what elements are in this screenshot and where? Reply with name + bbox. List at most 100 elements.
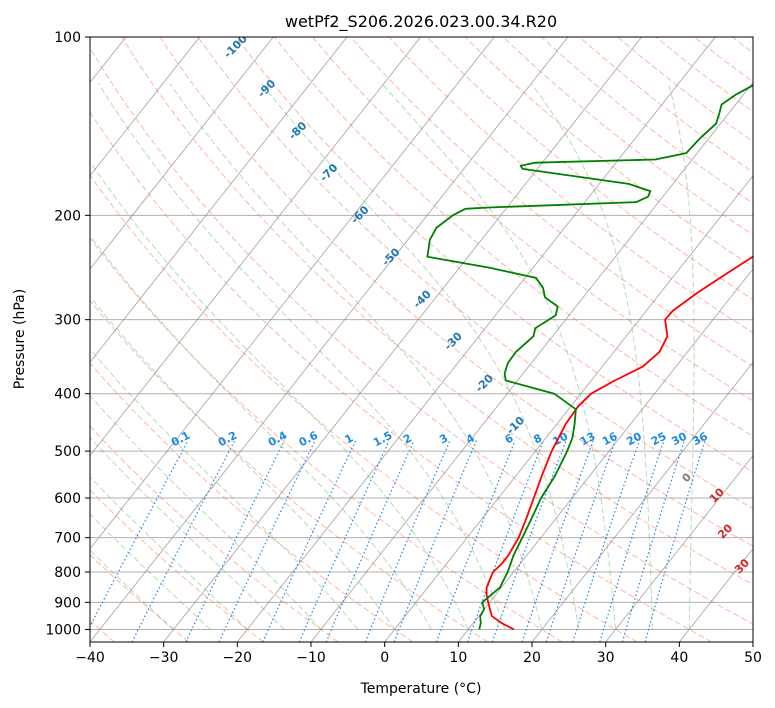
dry-adiabat-line: [426, 37, 753, 301]
dry-adiabat-line: [312, 37, 753, 402]
moist-adiabat-line: [98, 83, 506, 630]
y-tick-label: 900: [54, 595, 81, 611]
y-tick-label: 800: [54, 565, 81, 581]
mixing-ratio-label: 1: [343, 431, 356, 446]
mixing-ratio-label: 2: [401, 431, 414, 446]
plot-frame: [89, 36, 754, 643]
mixing-ratio-line: [491, 440, 567, 642]
y-tick-label: 1000: [45, 622, 81, 638]
isotherm-line: [90, 37, 200, 177]
dry-adiabat-line: [197, 37, 753, 510]
moist-adiabat-line: [90, 394, 322, 630]
isotherm-line: [310, 81, 753, 642]
dry-adiabat-label: 10: [707, 485, 727, 505]
isotherm-line: [384, 175, 753, 642]
isotherm-line: [531, 361, 753, 642]
dry-adiabat-line: [235, 37, 753, 473]
moist-adiabat-line: [668, 83, 695, 630]
dry-adiabat-line: [90, 489, 264, 642]
mixing-ratio-line: [621, 440, 685, 642]
moist-adiabat-label: -30: [442, 329, 465, 352]
y-tick-label: 600: [54, 491, 81, 507]
mixing-ratio-line: [131, 440, 236, 642]
x-tick-label: 30: [597, 650, 615, 666]
dry-adiabat-line: [388, 37, 753, 334]
isotherm-line: [90, 37, 274, 270]
dry-adiabat-line: [121, 37, 753, 586]
mixing-ratio-line: [466, 440, 545, 642]
moist-adiabat-line: [90, 436, 285, 630]
dry-adiabat-label: 20: [715, 521, 735, 541]
moist-adiabat-line: [90, 476, 248, 630]
chart-title: wetPf2_S206.2026.023.00.34.R20: [285, 12, 557, 32]
dry-adiabat-line: [159, 37, 753, 547]
moist-adiabat-line: [169, 83, 543, 630]
moist-adiabat-label: -90: [255, 77, 278, 100]
temperature-profile-line: [485, 255, 753, 631]
isotherm-line: [90, 37, 569, 642]
mixing-ratio-line: [185, 440, 285, 642]
y-tick-label: 500: [54, 444, 81, 460]
x-tick-label: −10: [296, 650, 326, 666]
isotherm-line: [90, 37, 348, 363]
moist-adiabat-label: -70: [317, 161, 340, 184]
mixing-ratio-label: 0.4: [266, 429, 290, 450]
isotherm-line: [163, 37, 642, 642]
dry-adiabat-line: [90, 362, 414, 642]
moist-adiabat-label: -100: [221, 32, 250, 61]
dry-adiabat-line: [273, 37, 753, 437]
mixing-ratio-label: 3: [437, 431, 450, 446]
y-tick-label: 700: [54, 531, 81, 547]
y-tick-label: 200: [54, 208, 81, 224]
y-axis-label: Pressure (hPa): [12, 289, 28, 389]
dry-adiabat-line: [90, 111, 712, 642]
moist-adiabat-label: -20: [473, 372, 496, 395]
dry-adiabat-line: [90, 174, 638, 642]
dewpoint-profile-line: [426, 84, 753, 630]
isotherm-line: [90, 37, 421, 457]
x-tick-label: 10: [449, 650, 467, 666]
mixing-ratio-line: [521, 440, 594, 642]
mixing-ratio-line: [599, 440, 665, 642]
y-axis: 1000 900 800 700 600 500 400 300 200 100: [45, 30, 90, 638]
x-tick-label: 0: [380, 650, 389, 666]
y-tick-label: 400: [54, 387, 81, 403]
dry-adiabat-line: [731, 37, 753, 54]
moist-adiabat-line: [90, 295, 396, 630]
mixing-ratio-label: 4: [464, 431, 477, 446]
mixing-ratio-label: 16: [600, 430, 620, 449]
mixing-ratio-line: [644, 440, 706, 642]
mixing-ratio-label: 0.6: [297, 429, 321, 450]
isotherm-line: [752, 641, 753, 642]
mixing-ratio-label: 20: [624, 430, 644, 449]
dry-adiabat-line: [540, 37, 753, 204]
dry-adiabat-line: [655, 37, 753, 113]
x-tick-label: 50: [744, 650, 762, 666]
mixing-ratio-line: [90, 440, 189, 628]
dry-adiabat-label: 40: [754, 584, 774, 604]
moist-adiabat-label: -50: [379, 245, 402, 268]
mixing-ratio-line: [218, 440, 316, 642]
moist-adiabat-line: [90, 549, 174, 630]
mixing-ratio-line: [364, 440, 451, 642]
moist-adiabat-line: [90, 348, 359, 630]
mixing-ratio-line: [262, 440, 357, 642]
moist-adiabat-line: [531, 83, 653, 630]
moist-adiabat-line: [90, 234, 432, 630]
moist-adiabat-line: [90, 513, 211, 630]
mixing-ratio-label: 25: [649, 430, 669, 449]
mixing-ratio-label: 0.1: [169, 429, 192, 450]
mixing-ratio-line: [298, 440, 390, 642]
mixing-ratio-label: 30: [669, 429, 689, 448]
y-tick-label: 100: [54, 30, 81, 46]
moist-adiabat-line: [381, 83, 617, 630]
x-tick-label: −20: [223, 650, 253, 666]
dry-adiabat-line: [90, 47, 753, 625]
isotherm-line: [458, 268, 753, 642]
x-tick-label: 40: [670, 650, 688, 666]
plot-area: 0.1 0.2 0.4 0.6 1 1.5 2 3 4 6 8 10 13 16 20 25 30 36-100-…: [90, 32, 774, 642]
x-tick-label: −40: [75, 650, 105, 666]
mixing-ratio-label: 0.2: [216, 429, 239, 450]
dry-adiabat-line: [90, 237, 563, 642]
dry-adiabat-line: [90, 425, 339, 642]
